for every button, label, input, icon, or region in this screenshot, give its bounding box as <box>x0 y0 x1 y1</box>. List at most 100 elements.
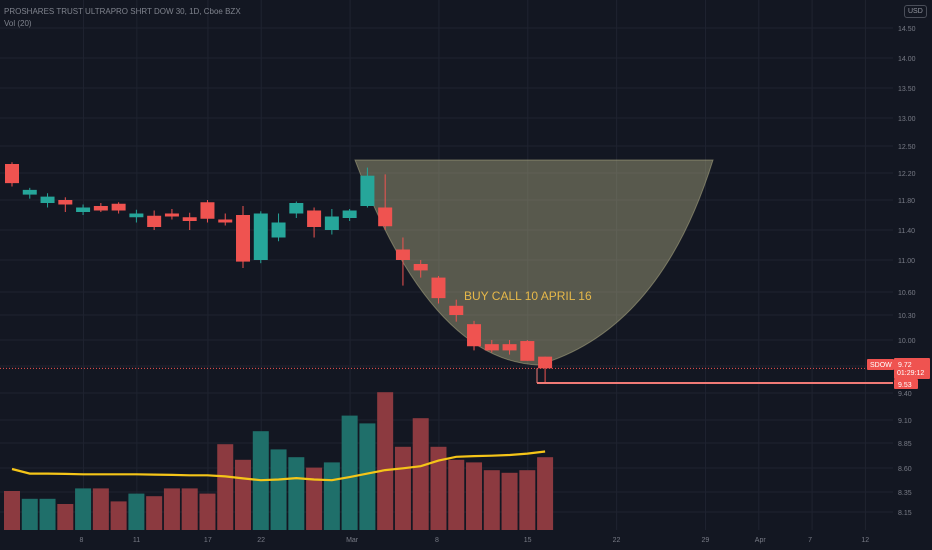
price-tick-label: 11.00 <box>898 258 915 265</box>
time-tick-label: Apr <box>755 537 767 544</box>
price-tick-label: 9.40 <box>898 391 912 398</box>
candle-body <box>502 344 517 351</box>
volume-bar <box>412 418 429 530</box>
candle-body <box>182 217 197 221</box>
volume-bar <box>235 459 252 530</box>
volume-bar <box>359 423 376 530</box>
price-tick-label: 8.35 <box>898 490 912 497</box>
time-axis[interactable]: 8 11 17 22 Mar 8 15 22 29 Apr 7 12 <box>80 537 870 544</box>
candle-body <box>200 202 215 219</box>
candle-body <box>307 210 322 227</box>
time-tick-label: Mar <box>346 537 359 544</box>
time-tick-label: 17 <box>204 537 212 544</box>
price-tick-label: 11.80 <box>898 198 915 205</box>
volume-bar <box>146 496 163 530</box>
price-tick-label: 13.00 <box>898 116 916 123</box>
symbol-title: PROSHARES TRUST ULTRAPRO SHRT DOW 30, 1D… <box>4 7 241 16</box>
annotation-text[interactable]: BUY CALL 10 APRIL 16 <box>464 289 592 303</box>
time-tick-label: 8 <box>435 537 439 544</box>
price-tick-label: 8.85 <box>898 441 912 448</box>
candle-body <box>58 200 73 205</box>
volume-bar <box>483 470 500 530</box>
candle-body <box>40 196 55 203</box>
cup-pattern-drawing[interactable] <box>354 159 714 366</box>
volume-bar <box>163 488 180 530</box>
candle-body <box>129 213 144 218</box>
price-tick-label: 10.30 <box>898 313 916 320</box>
time-tick-label: 22 <box>613 537 621 544</box>
volume-bar <box>288 457 305 530</box>
volume-bar <box>448 459 465 530</box>
volume-bar <box>39 498 56 530</box>
candle-body <box>431 277 446 299</box>
price-tick-label: 9.10 <box>898 418 912 425</box>
candle-body <box>484 344 499 351</box>
time-tick-label: 15 <box>524 537 532 544</box>
candlesticks <box>5 162 553 383</box>
candle-body <box>147 215 162 227</box>
candle-body <box>93 206 108 211</box>
time-tick-label: 11 <box>133 537 140 544</box>
volume-bars <box>4 392 554 530</box>
volume-bar <box>377 392 394 530</box>
candle-body <box>218 219 233 223</box>
candle-body <box>236 215 251 262</box>
price-tick-label: 10.00 <box>898 338 916 345</box>
volume-bar <box>110 501 127 530</box>
last-price-label-bg <box>894 358 930 379</box>
price-labels: SDOW 9.72 01:29:12 9.53 <box>867 358 930 389</box>
symbol-label-bg <box>867 359 894 370</box>
price-axis[interactable]: 14.50 14.00 13.50 13.00 12.50 12.20 11.80 11.40… <box>898 26 916 517</box>
volume-bar <box>4 491 20 530</box>
candle-body <box>467 324 482 347</box>
volume-bar <box>217 444 234 530</box>
volume-bar <box>306 467 323 530</box>
price-tick-label: 13.50 <box>898 86 916 93</box>
volume-bar <box>519 470 536 530</box>
candle-body <box>449 305 464 315</box>
candle-body <box>324 216 339 230</box>
countdown-label: 01:29:12 <box>897 370 924 377</box>
last-price-label: 9.72 <box>898 362 912 369</box>
price-tick-label: 12.20 <box>898 171 916 178</box>
volume-bar <box>270 449 287 530</box>
volume-bar <box>430 446 447 530</box>
chart-header: PROSHARES TRUST ULTRAPRO SHRT DOW 30, 1D… <box>4 6 241 30</box>
candle-body <box>342 210 357 218</box>
candle-body <box>378 207 393 227</box>
volume-bar <box>466 462 483 530</box>
candle-body <box>289 203 304 214</box>
volume-bar <box>181 488 198 530</box>
candle-body <box>253 213 268 260</box>
candle-body <box>395 249 410 260</box>
volume-bar <box>21 498 38 530</box>
candle-body <box>5 164 19 184</box>
volume-ma-line <box>11 450 546 482</box>
time-tick-label: 29 <box>701 537 709 544</box>
volume-bar <box>323 462 340 530</box>
time-tick-label: 22 <box>257 537 265 544</box>
price-tick-label: 11.40 <box>898 228 915 235</box>
volume-indicator-label[interactable]: Vol (20) <box>4 19 32 28</box>
candle-body <box>360 175 375 206</box>
currency-button[interactable]: USD <box>904 5 927 18</box>
time-tick-label: 7 <box>808 537 812 544</box>
candle-body <box>111 203 126 211</box>
volume-bar <box>57 504 74 530</box>
candle-body <box>520 341 535 361</box>
line-price-label-bg <box>894 379 918 389</box>
price-tick-label: 8.15 <box>898 510 912 517</box>
volume-bar <box>92 488 109 530</box>
volume-bar <box>128 493 145 530</box>
price-tick-label: 14.50 <box>898 26 916 33</box>
volume-bar <box>75 488 92 530</box>
candle-body <box>413 264 428 271</box>
time-tick-label: 8 <box>80 537 84 544</box>
candle-body <box>538 356 553 369</box>
price-tick-label: 14.00 <box>898 56 916 63</box>
candle-body <box>76 207 91 212</box>
candle-body <box>22 189 37 195</box>
symbol-label: SDOW <box>870 362 892 369</box>
volume-bar <box>341 415 358 530</box>
